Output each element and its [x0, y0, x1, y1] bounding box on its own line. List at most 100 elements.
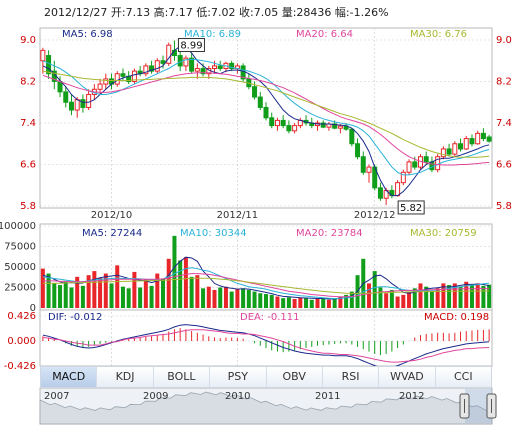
volume-bar: [235, 289, 240, 308]
volume-bar: [80, 285, 85, 308]
tab-boll[interactable]: BOLL: [153, 367, 211, 387]
candle-body: [131, 70, 137, 82]
header-change: 幅:-1.26%: [335, 6, 389, 19]
low-annotation-box: [397, 200, 425, 215]
volume-moving-averages: [42, 256, 490, 300]
volume-bar: [458, 286, 463, 308]
volume-bar: [447, 285, 452, 308]
overview-year-label: 2009: [143, 391, 168, 402]
volume-legend-item: MA20: 23784: [296, 228, 363, 239]
tab-rsi[interactable]: RSI: [322, 367, 380, 387]
candle-body: [400, 171, 406, 184]
candle-body: [480, 132, 486, 140]
candle-body: [80, 99, 86, 108]
volume-bar: [292, 298, 297, 308]
x-tick-label: 2012/12: [354, 210, 396, 221]
volume-bar: [223, 286, 228, 308]
price-tick-right: 9.0: [496, 35, 512, 46]
volume-ma-line: [42, 277, 490, 294]
dif-line: [42, 324, 490, 369]
volume-ma-line: [42, 267, 490, 300]
x-tick-label: 2012/10: [91, 210, 133, 221]
volume-tick: 100000: [0, 221, 36, 232]
volume-bar: [241, 288, 246, 308]
price-tick-right: 5.8: [496, 201, 512, 212]
candle-body: [252, 86, 258, 98]
volume-legend-item: MA30: 20759: [410, 228, 477, 239]
candle-body: [486, 136, 492, 142]
volume-tick: 50000: [4, 262, 36, 273]
volume-bar: [469, 285, 474, 308]
candle-body: [189, 57, 195, 72]
volume-bar: [286, 297, 291, 308]
candle-body: [63, 91, 69, 103]
volume-bar: [206, 286, 211, 308]
tab-obv[interactable]: OBV: [266, 367, 323, 387]
price-tick-right: 6.6: [496, 160, 512, 171]
candle-body: [120, 73, 126, 77]
overview-year-label: 2012: [399, 391, 424, 402]
header-close: 收:7.05: [239, 5, 282, 19]
tab-wvad[interactable]: WVAD: [379, 367, 436, 387]
price-tick-left: 7.4: [20, 118, 36, 129]
candle-body: [194, 68, 200, 72]
macd-tick: -0.426: [4, 361, 36, 372]
volume-bar: [172, 235, 177, 308]
volume-bar: [75, 276, 80, 308]
candle-body: [360, 156, 366, 173]
volume-bar: [189, 276, 194, 308]
volume-bar: [378, 287, 383, 308]
price-legend-item: MA5: 6.98: [62, 29, 113, 40]
header-open: 开:7.13: [111, 6, 154, 19]
volume-bar: [418, 283, 423, 308]
candle-body: [423, 156, 429, 163]
candle-body: [149, 65, 155, 72]
candle-body: [332, 123, 338, 129]
candle-body: [337, 125, 343, 129]
price-ma-line: [42, 72, 490, 166]
candle-body: [97, 83, 103, 90]
candle-body: [366, 166, 372, 173]
candle-body: [86, 93, 92, 108]
volume-bar: [275, 296, 280, 308]
volume-bar: [92, 271, 97, 308]
candle-body: [160, 60, 166, 64]
axis-labels: 9.0 9.0 8.2 8.2 7.4 7.4 6.6 6.6 5.8 5.8 2012/10 201…: [0, 35, 512, 372]
price-ma-line: [42, 58, 490, 176]
candle-body: [274, 119, 280, 127]
volume-bar: [464, 281, 469, 308]
candle-body: [452, 143, 458, 155]
overview-navigator[interactable]: 2007 2009 2010 2011 2012: [39, 389, 497, 425]
volume-bar: [98, 277, 103, 308]
volume-bar: [218, 287, 223, 308]
volume-tick: 75000: [4, 242, 36, 253]
tab-psy[interactable]: PSY: [210, 367, 267, 387]
price-ma-line: [42, 70, 490, 158]
tab-kdj[interactable]: KDJ: [97, 367, 154, 387]
annotations: 8.99 5.82: [177, 38, 425, 215]
tab-cci[interactable]: CCI: [435, 367, 491, 387]
indicator-tabs: MACD KDJ BOLL PSY OBV RSI WVAD CCI: [40, 366, 492, 388]
volume-bar: [452, 283, 457, 308]
volume-bar: [389, 289, 394, 308]
candle-body: [440, 148, 446, 158]
candle-body: [154, 60, 160, 72]
tab-macd[interactable]: MACD: [41, 367, 98, 387]
volume-legend-item: MA10: 30344: [180, 228, 247, 239]
candle-body: [40, 49, 46, 62]
candle-body: [406, 161, 412, 173]
volume-bar: [40, 268, 45, 308]
candle-body: [280, 119, 286, 127]
price-tick-left: 8.2: [20, 77, 36, 88]
volume-bar: [326, 299, 331, 308]
candle-body: [68, 101, 74, 111]
price-tick-right: 8.2: [496, 77, 512, 88]
candle-body: [257, 96, 263, 108]
candle-body: [320, 122, 326, 128]
header-date: 2012/12/27: [44, 6, 111, 19]
x-tick-label: 2012/11: [217, 210, 259, 221]
volume-bar: [258, 293, 263, 308]
price-moving-averages: [42, 45, 490, 197]
volume-bar: [298, 297, 303, 308]
candle-body: [269, 117, 275, 127]
